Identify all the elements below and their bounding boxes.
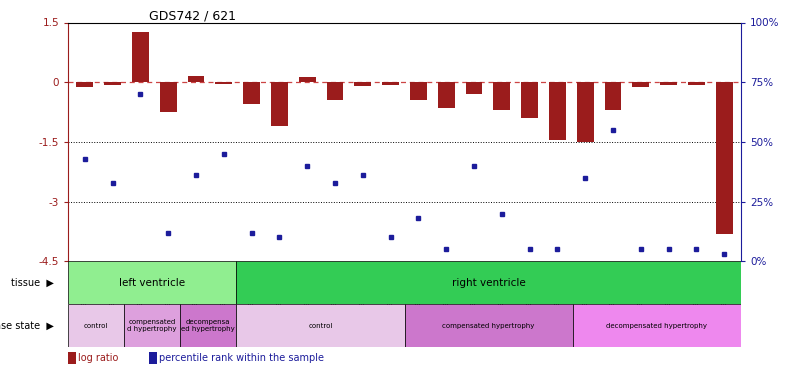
Bar: [236, 304, 405, 347]
Text: compensated
d hypertrophy: compensated d hypertrophy: [127, 320, 177, 332]
Bar: [438, 82, 454, 108]
Bar: [299, 78, 316, 82]
Bar: [660, 82, 677, 86]
Bar: [68, 261, 236, 305]
Bar: [76, 82, 93, 87]
Bar: [124, 304, 180, 347]
Text: left ventricle: left ventricle: [119, 278, 185, 288]
Bar: [382, 82, 399, 86]
Text: decompensa
ed hypertrophy: decompensa ed hypertrophy: [181, 320, 235, 332]
Bar: [405, 304, 573, 347]
Text: right ventricle: right ventricle: [452, 278, 525, 288]
Bar: [716, 82, 733, 234]
Text: GDS742 / 621: GDS742 / 621: [149, 9, 235, 22]
Bar: [68, 352, 76, 364]
Bar: [149, 352, 157, 364]
Bar: [521, 82, 538, 118]
Text: control: control: [308, 323, 332, 329]
Bar: [180, 304, 236, 347]
Text: tissue  ▶: tissue ▶: [11, 278, 54, 288]
Bar: [104, 82, 121, 86]
Bar: [633, 82, 649, 87]
Bar: [236, 261, 741, 305]
Bar: [271, 82, 288, 126]
Bar: [688, 82, 705, 86]
Text: disease state  ▶: disease state ▶: [0, 321, 54, 331]
Text: compensated hypertrophy: compensated hypertrophy: [442, 323, 535, 329]
Bar: [327, 82, 344, 100]
Text: control: control: [84, 323, 108, 329]
Text: percentile rank within the sample: percentile rank within the sample: [159, 353, 324, 363]
Bar: [160, 82, 176, 112]
Bar: [549, 82, 566, 140]
Bar: [187, 76, 204, 82]
Bar: [573, 304, 741, 347]
Bar: [577, 82, 594, 142]
Bar: [410, 82, 427, 100]
Bar: [132, 33, 149, 82]
Text: log ratio: log ratio: [78, 353, 119, 363]
Bar: [215, 82, 232, 84]
Bar: [465, 82, 482, 94]
Bar: [605, 82, 622, 110]
Bar: [355, 82, 371, 86]
Bar: [493, 82, 510, 110]
Bar: [244, 82, 260, 104]
Text: decompensated hypertrophy: decompensated hypertrophy: [606, 323, 707, 329]
Bar: [68, 304, 124, 347]
